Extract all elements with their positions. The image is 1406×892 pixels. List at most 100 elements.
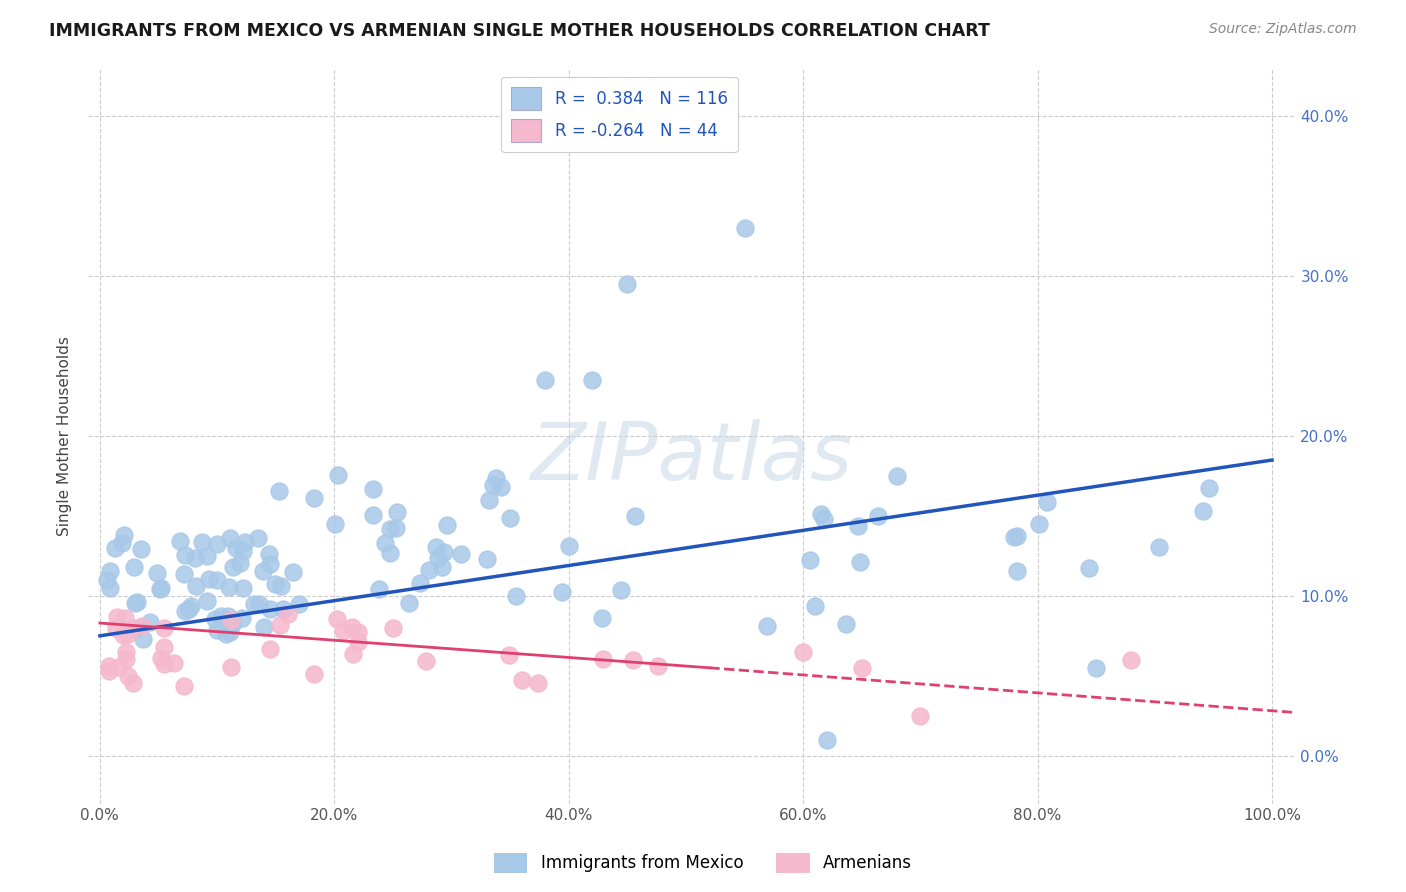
Point xyxy=(98,564,121,578)
Point xyxy=(505,589,527,603)
Point xyxy=(209,608,232,623)
Point xyxy=(179,602,201,616)
Point xyxy=(153,657,176,671)
Point xyxy=(799,553,821,567)
Point xyxy=(1005,529,1028,543)
Legend: R =  0.384   N = 116, R = -0.264   N = 44: R = 0.384 N = 116, R = -0.264 N = 44 xyxy=(501,77,738,153)
Point xyxy=(846,519,869,533)
Point xyxy=(243,598,266,612)
Point xyxy=(215,627,238,641)
Point xyxy=(180,599,202,614)
Point xyxy=(271,601,294,615)
Point xyxy=(326,467,349,482)
Point xyxy=(218,624,240,639)
Legend: Immigrants from Mexico, Armenians: Immigrants from Mexico, Armenians xyxy=(488,847,918,880)
Point xyxy=(97,665,120,679)
Point xyxy=(259,601,281,615)
Point xyxy=(125,594,148,608)
Point xyxy=(153,640,176,654)
Point xyxy=(112,628,135,642)
Point xyxy=(1028,516,1050,531)
Point xyxy=(527,676,550,690)
Point xyxy=(558,539,581,553)
Point xyxy=(1005,564,1028,578)
Point xyxy=(1121,653,1143,667)
Point xyxy=(217,609,239,624)
Point xyxy=(534,373,557,387)
Point xyxy=(117,627,139,641)
Point xyxy=(287,598,309,612)
Point xyxy=(815,732,838,747)
Point xyxy=(162,656,184,670)
Point xyxy=(302,667,325,681)
Point xyxy=(218,581,240,595)
Point xyxy=(259,642,281,657)
Point xyxy=(346,625,368,640)
Text: ZIPatlas: ZIPatlas xyxy=(530,419,853,497)
Point xyxy=(103,541,125,556)
Point xyxy=(361,508,384,523)
Point xyxy=(114,651,136,665)
Point xyxy=(222,615,245,630)
Point xyxy=(252,565,274,579)
Point xyxy=(347,635,370,649)
Point xyxy=(125,621,148,635)
Point xyxy=(184,550,207,565)
Point xyxy=(218,531,240,545)
Point xyxy=(132,632,155,646)
Point xyxy=(485,471,508,485)
Point xyxy=(624,509,647,524)
Point xyxy=(385,505,408,519)
Point xyxy=(304,491,326,505)
Point xyxy=(1192,504,1215,518)
Point xyxy=(205,573,228,587)
Point xyxy=(112,528,135,542)
Point xyxy=(222,560,245,574)
Point xyxy=(475,552,498,566)
Point xyxy=(1002,530,1025,544)
Point xyxy=(380,546,402,560)
Point xyxy=(225,541,247,555)
Point xyxy=(281,565,304,579)
Point xyxy=(129,541,152,556)
Point xyxy=(813,512,835,526)
Point xyxy=(195,594,218,608)
Point xyxy=(482,478,505,492)
Point xyxy=(433,545,456,559)
Point xyxy=(609,583,631,598)
Point xyxy=(232,544,254,558)
Point xyxy=(886,469,908,483)
Point xyxy=(868,509,890,524)
Point xyxy=(259,557,281,571)
Point xyxy=(204,611,226,625)
Point xyxy=(756,619,779,633)
Text: IMMIGRANTS FROM MEXICO VS ARMENIAN SINGLE MOTHER HOUSEHOLDS CORRELATION CHART: IMMIGRANTS FROM MEXICO VS ARMENIAN SINGL… xyxy=(49,22,990,40)
Point xyxy=(647,659,669,673)
Point xyxy=(323,516,346,531)
Point xyxy=(835,617,858,632)
Point xyxy=(232,582,254,596)
Point xyxy=(342,647,364,661)
Point xyxy=(427,551,450,566)
Point xyxy=(409,576,432,591)
Point xyxy=(332,624,354,638)
Point xyxy=(198,572,221,586)
Point xyxy=(269,484,291,499)
Point xyxy=(581,373,603,387)
Point xyxy=(616,277,638,292)
Point xyxy=(498,648,520,662)
Point xyxy=(810,507,832,521)
Point xyxy=(149,650,172,665)
Point xyxy=(138,615,160,629)
Point xyxy=(1149,540,1171,554)
Point xyxy=(115,645,138,659)
Point xyxy=(173,566,195,581)
Point xyxy=(418,563,440,577)
Point xyxy=(270,579,292,593)
Point xyxy=(1085,661,1108,675)
Point xyxy=(118,623,141,637)
Point xyxy=(326,612,349,626)
Point xyxy=(111,536,134,550)
Point xyxy=(174,604,197,618)
Point xyxy=(1078,560,1101,574)
